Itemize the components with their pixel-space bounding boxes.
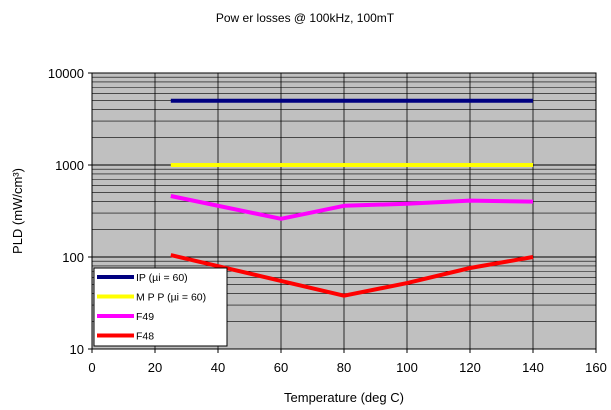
tick-labels: 0 20 40 60 80 100 120 140 160 10 100 1000 10000 [48, 66, 607, 375]
y-tick-label: 1000 [55, 158, 84, 173]
legend: IP (µi = 60) M P P (µi = 60) F49 F48 [93, 267, 228, 347]
y-tick-label: 100 [62, 250, 84, 265]
x-tick-label: 40 [211, 360, 225, 375]
legend-label-3: F49 [136, 311, 154, 323]
x-tick-label: 160 [585, 360, 607, 375]
y-axis-label: PLD (mW/cm³) [10, 168, 25, 254]
x-tick-label: 80 [337, 360, 351, 375]
series-line-4 [170, 253, 534, 298]
legend-label-2: M P P (µi = 60) [136, 292, 206, 304]
x-tick-label: 20 [148, 360, 162, 375]
chart-title: Pow er losses @ 100kHz, 100mT [216, 11, 395, 25]
legend-box [93, 267, 228, 347]
series-line-3 [170, 194, 534, 221]
x-tick-label: 140 [522, 360, 544, 375]
series-lines [170, 98, 534, 298]
y-tick-label: 10000 [48, 66, 84, 81]
legend-label-4: F48 [136, 331, 154, 343]
x-tick-label: 120 [459, 360, 481, 375]
x-tick-label: 100 [396, 360, 418, 375]
x-tick-label: 60 [274, 360, 288, 375]
x-tick-label: 0 [88, 360, 95, 375]
y-tick-label: 10 [70, 342, 84, 357]
plot-border [91, 72, 597, 350]
legend-label-1: IP (µi = 60) [136, 272, 188, 284]
x-axis-label: Temperature (deg C) [284, 390, 404, 405]
